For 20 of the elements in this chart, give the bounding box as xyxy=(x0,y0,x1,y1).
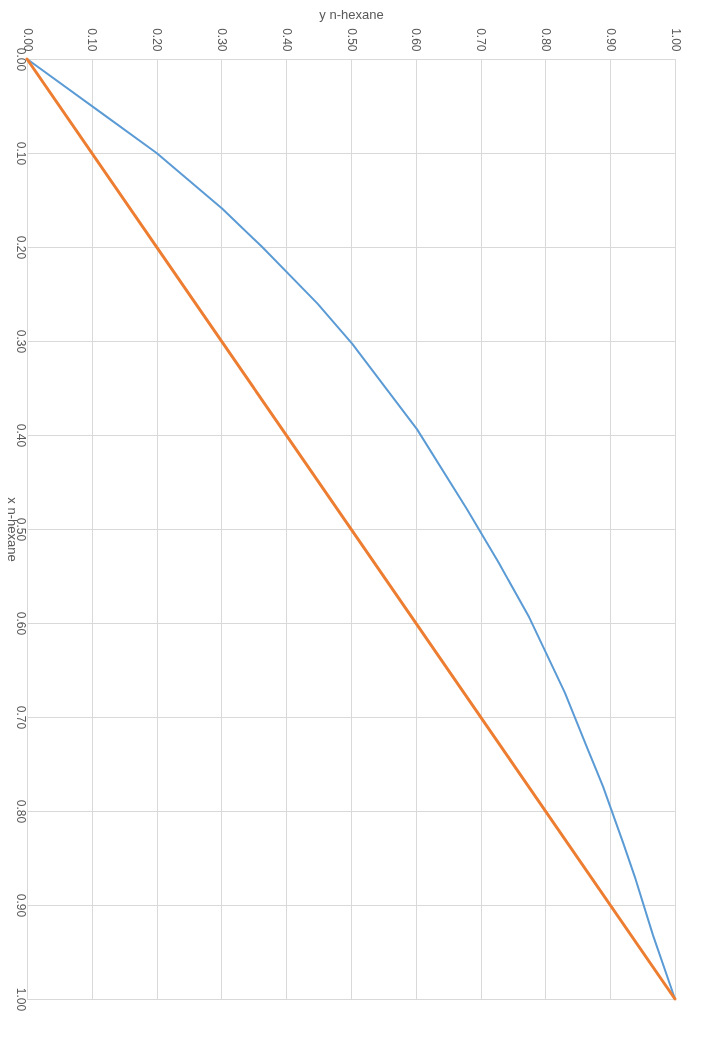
x-axis-title: y n-hexane xyxy=(319,7,384,23)
x-tick-label: 0.90 xyxy=(603,28,618,52)
x-tick-label: 0.50 xyxy=(344,28,359,52)
x-tick-label: 0.70 xyxy=(474,28,489,52)
x-tick-label: 0.40 xyxy=(279,28,294,52)
x-tick-label: 0.20 xyxy=(150,28,165,52)
x-tick-label: 1.00 xyxy=(668,28,683,52)
x-tick-label: 0.80 xyxy=(538,28,553,52)
y-tick-label: 0.30 xyxy=(13,329,28,354)
y-tick-label: 1.00 xyxy=(13,987,28,1012)
x-tick-label: 0.60 xyxy=(409,28,424,52)
y-tick-label: 0.20 xyxy=(13,235,28,260)
y-tick-label: 0.10 xyxy=(13,141,28,166)
y-tick-label: 0.80 xyxy=(13,799,28,824)
y-tick-label: 0.90 xyxy=(13,893,28,918)
y-tick-label: 0.60 xyxy=(13,611,28,636)
y-tick-label: 0.70 xyxy=(13,705,28,730)
x-tick-label: 0.30 xyxy=(214,28,229,52)
y-tick-label: 0.40 xyxy=(13,423,28,448)
x-tick-label: 0.10 xyxy=(85,28,100,52)
